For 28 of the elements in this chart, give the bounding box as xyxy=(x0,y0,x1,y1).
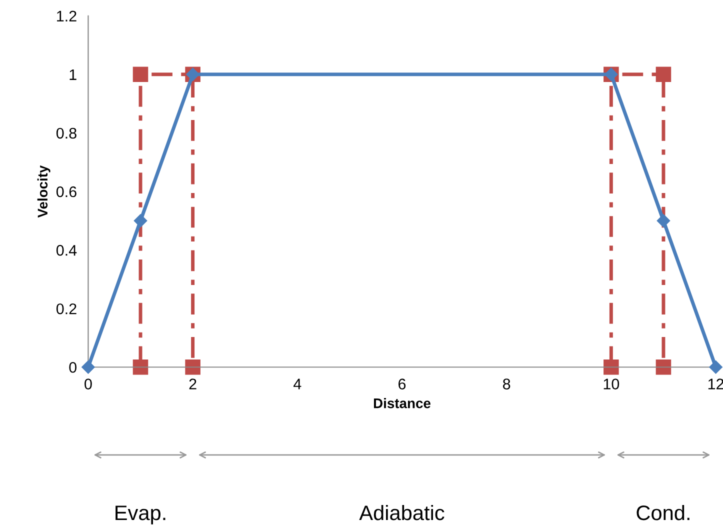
x-tick-label: 4 xyxy=(293,378,302,390)
text: Evap. xyxy=(116,506,166,524)
point xyxy=(656,214,670,228)
x-tick-label: 8 xyxy=(503,378,510,390)
text: Cond. xyxy=(636,504,690,520)
y-tick-label: 0.6 xyxy=(56,186,76,198)
point xyxy=(82,360,95,374)
y-tick-label: 0 xyxy=(69,362,76,373)
point xyxy=(185,359,200,375)
x-tick-label: 6 xyxy=(398,378,406,390)
text: Adiabatic xyxy=(359,504,444,520)
x-axis-title: Distance xyxy=(374,398,430,408)
y-tick-label: 0.4 xyxy=(56,244,77,256)
point xyxy=(656,359,672,375)
point xyxy=(132,66,148,82)
y-tick-label: 1 xyxy=(70,69,76,80)
point xyxy=(132,359,148,375)
point xyxy=(656,66,672,82)
y-tick-label: 0.8 xyxy=(56,128,76,139)
x-tick-label: 2 xyxy=(189,378,196,390)
x-tick-label: 0 xyxy=(84,378,92,390)
y-tick-label: 0.2 xyxy=(56,303,76,314)
point xyxy=(604,359,619,375)
point xyxy=(709,360,722,374)
point xyxy=(134,214,148,228)
y-tick-label: 1.2 xyxy=(57,10,76,22)
x-tick-label: 10 xyxy=(604,378,620,390)
y-axis-title: Velocity xyxy=(37,165,50,218)
